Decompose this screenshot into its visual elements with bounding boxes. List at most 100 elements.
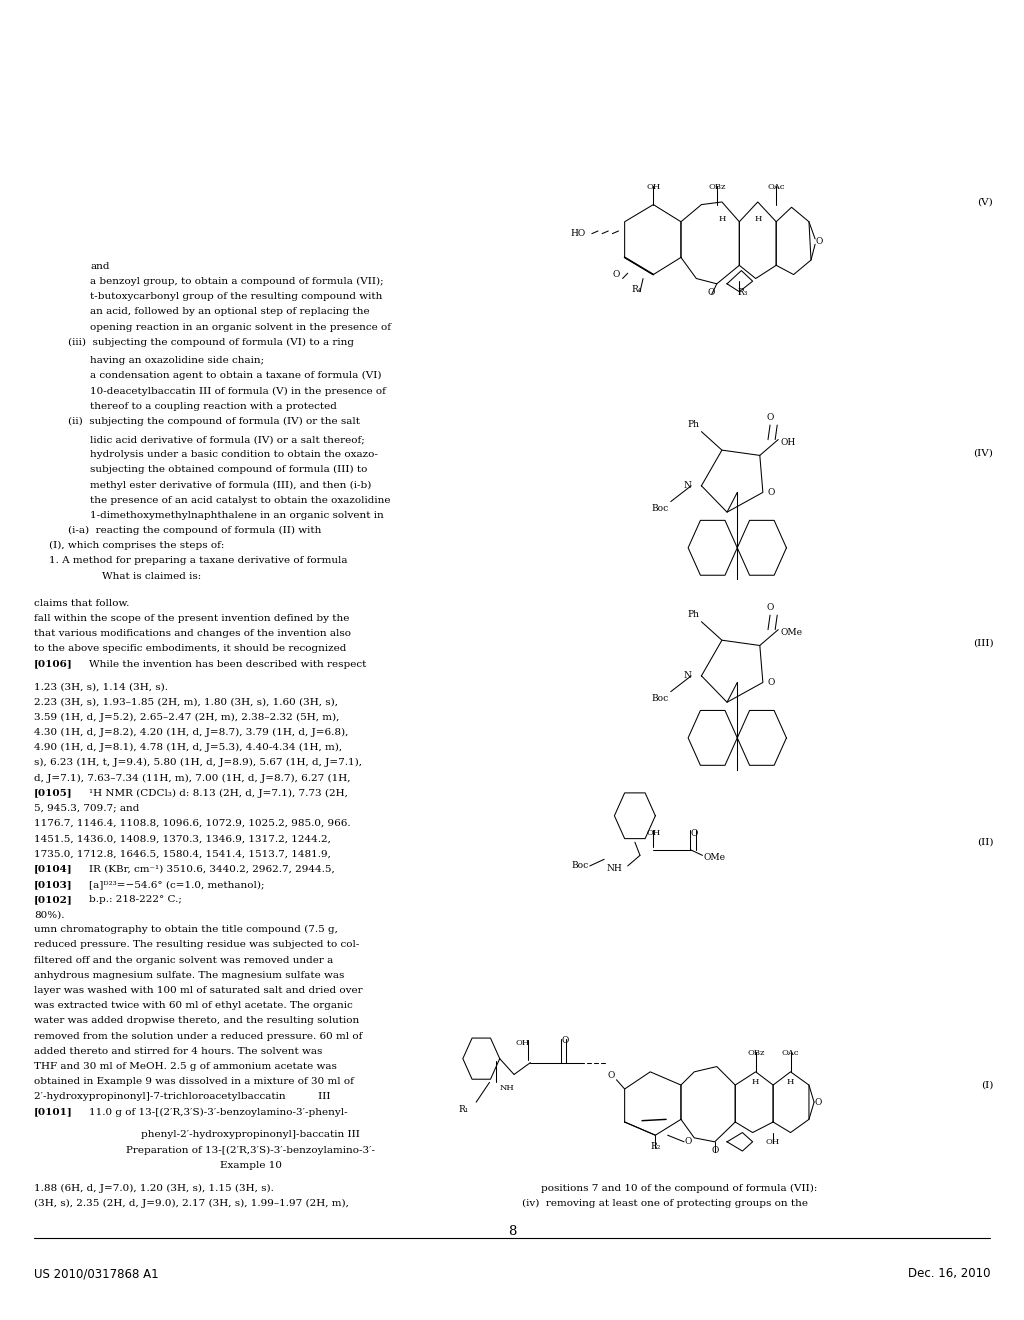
Text: 80%).: 80%).	[34, 909, 65, 919]
Text: 1735.0, 1712.8, 1646.5, 1580.4, 1541.4, 1513.7, 1481.9,: 1735.0, 1712.8, 1646.5, 1580.4, 1541.4, …	[34, 849, 331, 858]
Text: [0102]: [0102]	[34, 895, 73, 904]
Text: HO: HO	[570, 230, 586, 238]
Text: O: O	[690, 829, 698, 838]
Text: NH: NH	[606, 865, 622, 873]
Text: anhydrous magnesium sulfate. The magnesium sulfate was: anhydrous magnesium sulfate. The magnesi…	[34, 970, 344, 979]
Text: 1451.5, 1436.0, 1408.9, 1370.3, 1346.9, 1317.2, 1244.2,: 1451.5, 1436.0, 1408.9, 1370.3, 1346.9, …	[34, 834, 331, 843]
Text: O: O	[561, 1036, 569, 1045]
Text: 1.88 (6H, d, J=7.0), 1.20 (3H, s), 1.15 (3H, s).: 1.88 (6H, d, J=7.0), 1.20 (3H, s), 1.15 …	[34, 1183, 273, 1192]
Text: 8: 8	[508, 1225, 516, 1238]
Text: OMe: OMe	[703, 854, 725, 862]
Text: Boc: Boc	[651, 504, 669, 513]
Text: R₄: R₄	[632, 285, 642, 294]
Text: [0104]: [0104]	[34, 865, 73, 874]
Text: O: O	[768, 488, 775, 496]
Text: water was added dropwise thereto, and the resulting solution: water was added dropwise thereto, and th…	[34, 1016, 359, 1026]
Text: (3H, s), 2.35 (2H, d, J=9.0), 2.17 (3H, s), 1.99–1.97 (2H, m),: (3H, s), 2.35 (2H, d, J=9.0), 2.17 (3H, …	[34, 1199, 348, 1208]
Text: (ii)  subjecting the compound of formula (IV) or the salt: (ii) subjecting the compound of formula …	[68, 417, 359, 426]
Text: 4.30 (1H, d, J=8.2), 4.20 (1H, d, J=8.7), 3.79 (1H, d, J=6.8),: 4.30 (1H, d, J=8.2), 4.20 (1H, d, J=8.7)…	[34, 727, 348, 737]
Text: (I): (I)	[981, 1081, 993, 1089]
Text: positions 7 and 10 of the compound of formula (VII):: positions 7 and 10 of the compound of fo…	[541, 1183, 817, 1192]
Text: 5, 945.3, 709.7; and: 5, 945.3, 709.7; and	[34, 804, 139, 813]
Text: 1-dimethoxymethylnaphthalene in an organic solvent in: 1-dimethoxymethylnaphthalene in an organ…	[90, 511, 384, 520]
Text: O: O	[766, 413, 774, 422]
Text: hydrolysis under a basic condition to obtain the oxazo-: hydrolysis under a basic condition to ob…	[90, 450, 378, 459]
Text: NH: NH	[500, 1084, 514, 1092]
Text: (I), which comprises the steps of:: (I), which comprises the steps of:	[49, 541, 224, 550]
Text: [0106]: [0106]	[34, 660, 73, 669]
Text: phenyl-2′-hydroxypropinonyl]-baccatin III: phenyl-2′-hydroxypropinonyl]-baccatin II…	[141, 1130, 360, 1139]
Text: O: O	[766, 603, 774, 612]
Text: R₃: R₃	[737, 288, 748, 297]
Text: OAc: OAc	[767, 183, 785, 191]
Text: 1176.7, 1146.4, 1108.8, 1096.6, 1072.9, 1025.2, 985.0, 966.: 1176.7, 1146.4, 1108.8, 1096.6, 1072.9, …	[34, 818, 350, 828]
Text: [0101]: [0101]	[34, 1107, 73, 1117]
Text: Dec. 16, 2010: Dec. 16, 2010	[907, 1267, 990, 1280]
Text: (II): (II)	[977, 838, 993, 846]
Text: THF and 30 ml of MeOH. 2.5 g of ammonium acetate was: THF and 30 ml of MeOH. 2.5 g of ammonium…	[34, 1061, 337, 1071]
Text: O: O	[815, 238, 822, 246]
Text: R₂: R₂	[650, 1142, 660, 1151]
Text: [0103]: [0103]	[34, 879, 73, 888]
Text: ¹H NMR (CDCl₃) d: 8.13 (2H, d, J=7.1), 7.73 (2H,: ¹H NMR (CDCl₃) d: 8.13 (2H, d, J=7.1), 7…	[89, 788, 348, 797]
Text: (V): (V)	[978, 198, 993, 206]
Text: [a]ᴰ²³=−54.6° (c=1.0, methanol);: [a]ᴰ²³=−54.6° (c=1.0, methanol);	[89, 879, 264, 888]
Text: (IV): (IV)	[974, 449, 993, 457]
Text: layer was washed with 100 ml of saturated salt and dried over: layer was washed with 100 ml of saturate…	[34, 986, 362, 995]
Text: O: O	[814, 1098, 821, 1106]
Text: 3.59 (1H, d, J=5.2), 2.65–2.47 (2H, m), 2.38–2.32 (5H, m),: 3.59 (1H, d, J=5.2), 2.65–2.47 (2H, m), …	[34, 713, 339, 722]
Text: Boc: Boc	[571, 862, 589, 870]
Text: US 2010/0317868 A1: US 2010/0317868 A1	[34, 1267, 159, 1280]
Text: claims that follow.: claims that follow.	[34, 599, 129, 609]
Text: OBz: OBz	[748, 1049, 764, 1057]
Text: to the above specific embodiments, it should be recognized: to the above specific embodiments, it sh…	[34, 644, 346, 653]
Text: the presence of an acid catalyst to obtain the oxazolidine: the presence of an acid catalyst to obta…	[90, 496, 390, 504]
Text: (III): (III)	[973, 639, 993, 647]
Text: While the invention has been described with respect: While the invention has been described w…	[89, 660, 367, 669]
Text: reduced pressure. The resulting residue was subjected to col-: reduced pressure. The resulting residue …	[34, 940, 359, 949]
Text: 1.23 (3H, s), 1.14 (3H, s).: 1.23 (3H, s), 1.14 (3H, s).	[34, 682, 168, 692]
Text: What is claimed is:: What is claimed is:	[102, 572, 202, 581]
Text: 4.90 (1H, d, J=8.1), 4.78 (1H, d, J=5.3), 4.40-4.34 (1H, m),: 4.90 (1H, d, J=8.1), 4.78 (1H, d, J=5.3)…	[34, 743, 342, 752]
Text: (i-a)  reacting the compound of formula (II) with: (i-a) reacting the compound of formula (…	[68, 527, 321, 535]
Text: having an oxazolidine side chain;: having an oxazolidine side chain;	[90, 356, 264, 366]
Text: OMe: OMe	[780, 628, 802, 636]
Text: H: H	[754, 215, 762, 223]
Text: obtained in Example 9 was dissolved in a mixture of 30 ml of: obtained in Example 9 was dissolved in a…	[34, 1077, 353, 1086]
Text: H: H	[752, 1078, 760, 1086]
Text: O: O	[768, 678, 775, 686]
Text: O: O	[684, 1137, 691, 1146]
Text: and: and	[90, 261, 110, 271]
Text: OBz: OBz	[709, 183, 725, 191]
Text: OH: OH	[515, 1039, 529, 1047]
Text: OH: OH	[780, 438, 796, 446]
Text: Ph: Ph	[687, 610, 699, 619]
Text: t-butoxycarbonyl group of the resulting compound with: t-butoxycarbonyl group of the resulting …	[90, 292, 383, 301]
Text: [0105]: [0105]	[34, 788, 73, 797]
Text: Boc: Boc	[651, 694, 669, 704]
Text: 1. A method for preparing a taxane derivative of formula: 1. A method for preparing a taxane deriv…	[49, 557, 348, 565]
Text: added thereto and stirred for 4 hours. The solvent was: added thereto and stirred for 4 hours. T…	[34, 1047, 323, 1056]
Text: opening reaction in an organic solvent in the presence of: opening reaction in an organic solvent i…	[90, 322, 391, 331]
Text: OH: OH	[646, 183, 660, 191]
Text: that various modifications and changes of the invention also: that various modifications and changes o…	[34, 630, 351, 639]
Text: was extracted twice with 60 ml of ethyl acetate. The organic: was extracted twice with 60 ml of ethyl …	[34, 1001, 352, 1010]
Text: O: O	[708, 288, 716, 297]
Text: (iii)  subjecting the compound of formula (VI) to a ring: (iii) subjecting the compound of formula…	[68, 338, 353, 347]
Text: d, J=7.1), 7.63–7.34 (11H, m), 7.00 (1H, d, J=8.7), 6.27 (1H,: d, J=7.1), 7.63–7.34 (11H, m), 7.00 (1H,…	[34, 774, 350, 783]
Text: Preparation of 13-[(2′R,3′S)-3′-benzoylamino-3′-: Preparation of 13-[(2′R,3′S)-3′-benzoyla…	[126, 1146, 376, 1155]
Text: (iv)  removing at least one of protecting groups on the: (iv) removing at least one of protecting…	[522, 1199, 808, 1208]
Text: H: H	[786, 1078, 795, 1086]
Text: OH: OH	[766, 1138, 780, 1146]
Text: thereof to a coupling reaction with a protected: thereof to a coupling reaction with a pr…	[90, 401, 337, 411]
Text: R₁: R₁	[459, 1105, 469, 1114]
Text: IR (KBr, cm⁻¹) 3510.6, 3440.2, 2962.7, 2944.5,: IR (KBr, cm⁻¹) 3510.6, 3440.2, 2962.7, 2…	[89, 865, 335, 874]
Text: Example 10: Example 10	[220, 1160, 282, 1170]
Text: lidic acid derivative of formula (IV) or a salt thereof;: lidic acid derivative of formula (IV) or…	[90, 436, 365, 444]
Text: umn chromatography to obtain the title compound (7.5 g,: umn chromatography to obtain the title c…	[34, 925, 338, 935]
Text: methyl ester derivative of formula (III), and then (i-b): methyl ester derivative of formula (III)…	[90, 480, 372, 490]
Text: removed from the solution under a reduced pressure. 60 ml of: removed from the solution under a reduce…	[34, 1031, 362, 1040]
Text: OH: OH	[646, 829, 660, 837]
Text: N: N	[683, 482, 691, 490]
Text: OAc: OAc	[781, 1049, 800, 1057]
